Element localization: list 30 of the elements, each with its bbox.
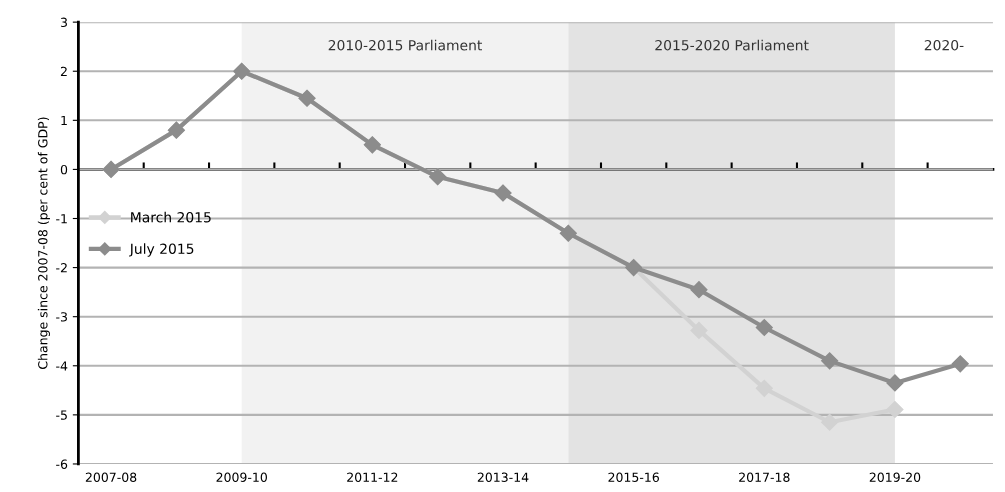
point — [821, 413, 839, 431]
point — [690, 281, 708, 299]
x-tick-label: 2009-10 — [216, 472, 267, 482]
y-tick-label: 2 — [60, 66, 67, 76]
x-tick-label: 2013-14 — [477, 472, 529, 482]
y-tick-label: -6 — [56, 459, 68, 469]
annotation: 2015-2020 Parliament — [655, 39, 809, 51]
y-tick-label: -1 — [56, 214, 67, 224]
point — [886, 374, 904, 392]
x-tick-label: 2007-08 — [85, 472, 137, 482]
legend-label: July 2015 — [129, 243, 194, 257]
y-tick-label: 0 — [60, 164, 68, 175]
x-tick-label: 2011-12 — [347, 472, 398, 482]
y-tick-label: -3 — [56, 312, 67, 322]
x-tick-label: 2019-20 — [869, 472, 921, 482]
x-tick-label: 2017-18 — [739, 472, 790, 482]
point — [951, 355, 969, 373]
y-axis-title: Change since 2007-08 (per cent of GDP) — [37, 117, 50, 369]
point — [755, 318, 773, 337]
point — [821, 352, 839, 370]
annotation: 2010-2015 Parliament — [328, 39, 482, 51]
x-tick-label: 2015-16 — [608, 472, 659, 482]
annotation: 2020- — [924, 39, 964, 51]
legend-label: March 2015 — [131, 211, 211, 223]
point — [886, 400, 904, 419]
y-tick-label: 3 — [60, 17, 67, 28]
y-tick-label: -4 — [56, 361, 68, 371]
y-tick-label: 1 — [61, 115, 67, 126]
y-tick-label: -2 — [56, 263, 67, 273]
y-tick-label: -5 — [56, 410, 67, 420]
